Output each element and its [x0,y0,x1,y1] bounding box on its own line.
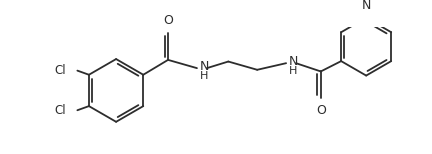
Text: O: O [163,14,173,27]
Text: H: H [200,71,208,81]
Text: Cl: Cl [54,104,66,117]
Text: Cl: Cl [54,64,66,77]
Text: N: N [200,60,209,73]
Text: N: N [289,55,298,68]
Text: N: N [362,0,371,12]
Text: O: O [316,104,326,118]
Text: H: H [289,66,297,76]
